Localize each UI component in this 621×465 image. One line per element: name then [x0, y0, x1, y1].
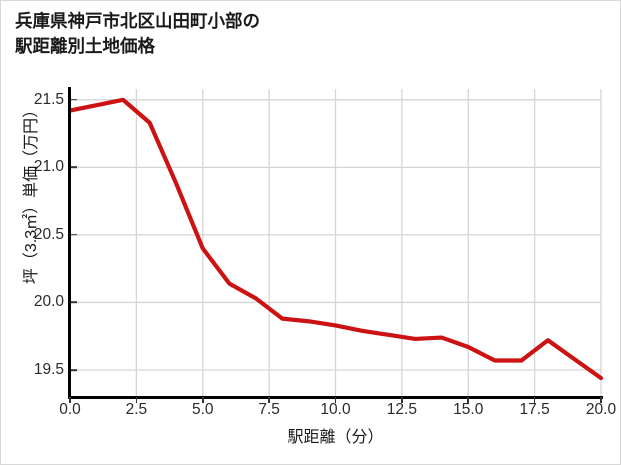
y-tick-mark [71, 369, 77, 371]
x-tick-mark [600, 397, 602, 403]
y-tick-label: 20.0 [33, 293, 64, 311]
y-tick-label: 21.5 [33, 90, 64, 108]
x-tick-mark [467, 397, 470, 403]
y-tick-mark [71, 234, 77, 236]
y-axis-title: 坪（3.3㎡）単価（万円） [23, 101, 40, 285]
x-axis-title: 駅距離（分） [287, 429, 384, 446]
x-tick-mark [401, 397, 403, 403]
y-tick-label: 21.0 [33, 158, 64, 176]
y-axis-tick-labels: 19.5 20.0 20.5 21.0 21.5 [9, 1, 77, 464]
y-tick-mark [71, 99, 77, 101]
y-tick-mark [71, 166, 77, 169]
x-tick-mark [135, 397, 138, 403]
y-tick-label: 19.5 [33, 360, 64, 378]
x-tick-mark [201, 397, 204, 403]
x-tick-mark [69, 397, 71, 403]
data-line-series [67, 97, 604, 381]
price-line [67, 97, 604, 381]
x-tick-label: 17.5 [519, 401, 550, 418]
x-tick-mark [268, 397, 270, 403]
x-tick-label: 10.0 [320, 401, 351, 418]
y-axis-spine [68, 87, 71, 399]
x-tick-label: 5.0 [191, 401, 214, 418]
chart-title: 兵庫県神戸市北区山田町小部の 駅距離別土地価格 [15, 11, 260, 56]
x-tick-mark [533, 397, 536, 403]
x-tick-label: 20.0 [585, 401, 617, 418]
x-tick-label: 12.5 [386, 401, 417, 418]
y-tick-label: 20.5 [33, 225, 64, 243]
x-tick-label: 7.5 [258, 401, 280, 418]
x-tick-label: 0.0 [59, 401, 81, 418]
x-tick-label: 2.5 [125, 401, 148, 418]
plot-area [67, 89, 604, 397]
x-tick-label: 15.0 [453, 401, 484, 418]
y-tick-mark [71, 301, 77, 304]
x-tick-mark [334, 397, 337, 403]
